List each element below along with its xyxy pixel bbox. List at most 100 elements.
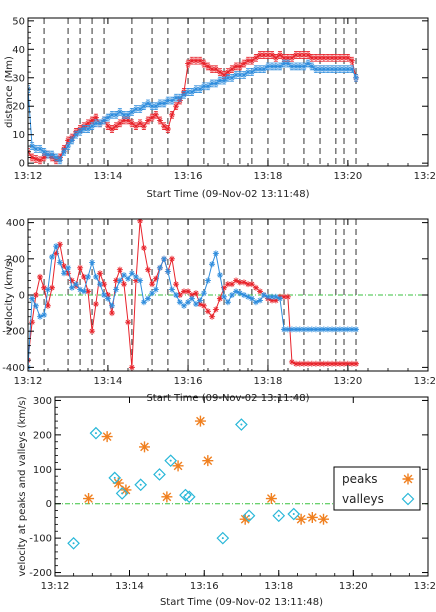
star-marker (341, 66, 348, 73)
diamond-center (247, 514, 250, 517)
star-marker (161, 123, 168, 130)
data-point (324, 65, 331, 74)
star-marker (269, 297, 276, 304)
star-marker (200, 60, 207, 67)
data-point (300, 326, 307, 333)
data-point (96, 119, 103, 128)
star-marker (41, 311, 48, 318)
x-tick-label: 13:16 (174, 171, 203, 182)
star-marker (204, 83, 211, 90)
star-marker (128, 364, 135, 371)
data-point (248, 295, 255, 302)
plot-area (67, 415, 330, 550)
star-marker (245, 69, 252, 76)
data-point (149, 281, 156, 288)
data-point (37, 156, 43, 165)
star-marker (149, 281, 156, 288)
star-marker (209, 313, 216, 320)
star-marker (332, 66, 339, 73)
data-point (276, 62, 283, 71)
star-marker (336, 54, 343, 61)
plot-frame (27, 17, 429, 167)
star-marker (264, 293, 271, 300)
star-marker (173, 103, 180, 110)
data-point (240, 71, 247, 79)
data-point (92, 119, 99, 128)
star-marker (336, 360, 343, 367)
star-marker (348, 326, 355, 333)
data-point (197, 297, 204, 304)
data-point (144, 116, 151, 125)
data-point (168, 286, 175, 293)
star-marker (209, 261, 216, 268)
data-point (336, 65, 343, 74)
star-marker (308, 326, 315, 333)
star-marker (236, 71, 243, 78)
star-marker (152, 286, 159, 293)
star-marker (276, 63, 283, 70)
peaks-point (265, 493, 277, 505)
star-marker (233, 71, 240, 78)
data-point (104, 113, 111, 122)
star-marker (188, 57, 195, 64)
star-marker (329, 66, 336, 73)
star-marker (197, 301, 204, 308)
data-point (125, 116, 132, 125)
star-marker (185, 89, 192, 95)
data-point (260, 51, 267, 59)
data-point (212, 65, 219, 74)
data-point (233, 62, 240, 71)
y-tick-label: 200 (6, 254, 25, 265)
valleys-point (272, 509, 286, 523)
data-point (156, 99, 163, 108)
star-marker (192, 290, 199, 297)
star-marker (344, 360, 351, 367)
star-marker (144, 117, 151, 124)
star-marker (60, 148, 67, 155)
data-point (101, 116, 108, 125)
peaks-point (194, 415, 206, 427)
data-point (108, 125, 115, 133)
star-marker (240, 279, 247, 286)
x-axis-label: Start Time (09-Nov-02 13:11:48) (160, 597, 323, 608)
data-point (32, 155, 39, 163)
y-tick-label: 200 (33, 430, 52, 441)
data-point (120, 110, 127, 119)
data-point (84, 273, 91, 280)
data-point (348, 326, 355, 333)
data-point (116, 266, 123, 273)
star-marker (341, 326, 348, 333)
data-point (221, 76, 228, 85)
star-marker (204, 277, 211, 284)
data-point (164, 96, 171, 105)
star-marker (320, 66, 327, 73)
data-point (308, 326, 315, 333)
data-point (228, 292, 235, 298)
x-tick-label: 13:14 (93, 171, 122, 182)
data-point (137, 219, 144, 224)
star-marker (324, 54, 331, 61)
star-marker (164, 97, 171, 104)
star-marker (341, 54, 348, 61)
star-marker (348, 360, 355, 367)
star-marker (108, 126, 115, 132)
data-point (276, 295, 283, 302)
data-point (200, 302, 207, 309)
data-point (204, 308, 211, 315)
star-marker (80, 288, 87, 295)
data-point (149, 102, 156, 111)
data-point (53, 153, 60, 162)
data-point (37, 273, 43, 280)
star-marker (96, 281, 103, 288)
data-point (185, 299, 192, 306)
data-point (245, 293, 252, 300)
y-tick-label: 300 (33, 396, 52, 407)
star-marker (116, 108, 123, 115)
star-marker (272, 297, 279, 304)
x-tick-label: 13:22 (414, 171, 436, 182)
data-point (329, 54, 336, 62)
data-point (348, 56, 355, 65)
star-marker (236, 279, 243, 286)
star-marker (149, 114, 156, 121)
star-marker (336, 326, 343, 333)
